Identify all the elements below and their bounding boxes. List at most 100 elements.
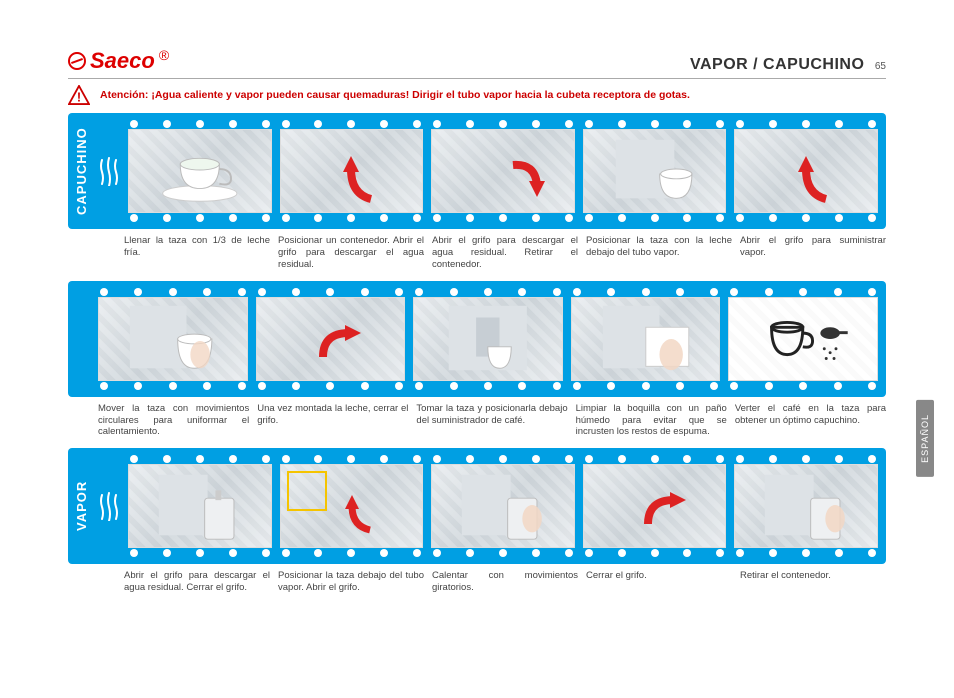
sprocket-holes (583, 455, 727, 463)
step-caption: Abrir el grifo para descargar el agua re… (124, 570, 270, 594)
step-caption: Cerrar el grifo. (586, 570, 732, 594)
step-photo (431, 129, 575, 213)
brand-logo: Saeco ® (68, 48, 169, 74)
step-frame (734, 454, 878, 558)
warning-text: Atención: ¡Agua caliente y vapor pueden … (100, 89, 690, 101)
step-caption: Abrir el grifo para descargar el agua re… (432, 235, 578, 271)
steam-icon (94, 119, 124, 223)
sprocket-holes (431, 214, 575, 222)
sprocket-holes (128, 120, 272, 128)
section-label-vapor: VAPOR (72, 454, 94, 558)
step-frame (734, 119, 878, 223)
step-photo (280, 129, 424, 213)
step-caption: Posicionar un contenedor. Abrir el grifo… (278, 235, 424, 271)
step-frame (571, 287, 721, 391)
sprocket-holes (280, 549, 424, 557)
step-photo (98, 297, 248, 381)
sprocket-holes (583, 120, 727, 128)
step-caption: Una vez montada la leche, cerrar el grif… (257, 403, 408, 439)
warning-bar: ! Atención: ¡Agua caliente y vapor puede… (68, 85, 886, 105)
step-photo (583, 464, 727, 548)
language-tab: ESPAÑOL (916, 400, 934, 477)
step-frame (128, 119, 272, 223)
filmstrip-capuchino-1: CAPUCHINO (68, 113, 886, 229)
step-caption: Posicionar la taza debajo del tubo vapor… (278, 570, 424, 594)
step-frame (431, 119, 575, 223)
frames-row (94, 287, 882, 391)
step-frame (128, 454, 272, 558)
captions-row: Mover la taza con movimientos circulares… (98, 403, 886, 439)
filmstrip-vapor: VAPOR (68, 448, 886, 564)
title-block: VAPOR / CAPUCHINO 65 (690, 56, 886, 74)
sprocket-holes (256, 288, 406, 296)
sprocket-holes (583, 549, 727, 557)
step-photo (728, 297, 878, 381)
step-frame (583, 119, 727, 223)
step-caption: Tomar la taza y posicionarla debajo del … (416, 403, 567, 439)
captions-row: Abrir el grifo para descargar el agua re… (124, 570, 886, 594)
sprocket-holes (98, 382, 248, 390)
sprocket-holes (280, 455, 424, 463)
step-photo (583, 129, 727, 213)
step-frame (98, 287, 248, 391)
sprocket-holes (431, 120, 575, 128)
step-frame (431, 454, 575, 558)
spacer (72, 287, 94, 391)
sprocket-holes (734, 455, 878, 463)
step-photo (128, 464, 272, 548)
highlight-box (287, 471, 327, 511)
step-frame (280, 454, 424, 558)
sprocket-holes (728, 382, 878, 390)
sprocket-holes (431, 455, 575, 463)
page-title: VAPOR / CAPUCHINO (690, 56, 864, 73)
captions-row: Llenar la taza con 1/3 de leche fría. Po… (124, 235, 886, 271)
step-frame (583, 454, 727, 558)
page-number: 65 (875, 61, 886, 72)
brand-dot-icon: ® (159, 47, 169, 63)
sprocket-holes (413, 382, 563, 390)
step-frame (256, 287, 406, 391)
step-caption: Abrir el grifo para suministrar vapor. (740, 235, 886, 271)
manual-page: Saeco ® VAPOR / CAPUCHINO 65 ! Atención:… (0, 0, 954, 624)
frames-row (124, 119, 882, 223)
sprocket-holes (280, 120, 424, 128)
step-photo (431, 464, 575, 548)
step-frame (413, 287, 563, 391)
step-photo (256, 297, 406, 381)
section-label-capuchino: CAPUCHINO (72, 119, 94, 223)
sprocket-holes (728, 288, 878, 296)
frames-row (124, 454, 882, 558)
sprocket-holes (571, 382, 721, 390)
step-photo (128, 129, 272, 213)
step-frame (728, 287, 878, 391)
sprocket-holes (280, 214, 424, 222)
step-caption: Llenar la taza con 1/3 de leche fría. (124, 235, 270, 271)
step-frame (280, 119, 424, 223)
sprocket-holes (128, 549, 272, 557)
step-photo (734, 129, 878, 213)
sprocket-holes (431, 549, 575, 557)
warning-triangle-icon: ! (68, 85, 90, 105)
page-header: Saeco ® VAPOR / CAPUCHINO 65 (68, 48, 886, 79)
sprocket-holes (98, 288, 248, 296)
saeco-mark-icon (68, 52, 86, 70)
sprocket-holes (583, 214, 727, 222)
sprocket-holes (734, 120, 878, 128)
step-caption: Retirar el contenedor. (740, 570, 886, 594)
step-caption: Verter el café en la taza para obtener u… (735, 403, 886, 439)
step-photo (734, 464, 878, 548)
step-caption: Mover la taza con movimientos circulares… (98, 403, 249, 439)
step-caption: Calentar con movimientos giratorios. (432, 570, 578, 594)
sprocket-holes (128, 455, 272, 463)
step-photo (571, 297, 721, 381)
sprocket-holes (256, 382, 406, 390)
sprocket-holes (734, 549, 878, 557)
svg-text:!: ! (77, 89, 81, 104)
step-caption: Limpiar la boquilla con un paño húmedo p… (576, 403, 727, 439)
sprocket-holes (734, 214, 878, 222)
filmstrip-capuchino-2 (68, 281, 886, 397)
step-caption: Posicionar la taza con la leche debajo d… (586, 235, 732, 271)
step-photo (280, 464, 424, 548)
sprocket-holes (571, 288, 721, 296)
brand-name: Saeco (90, 48, 155, 74)
